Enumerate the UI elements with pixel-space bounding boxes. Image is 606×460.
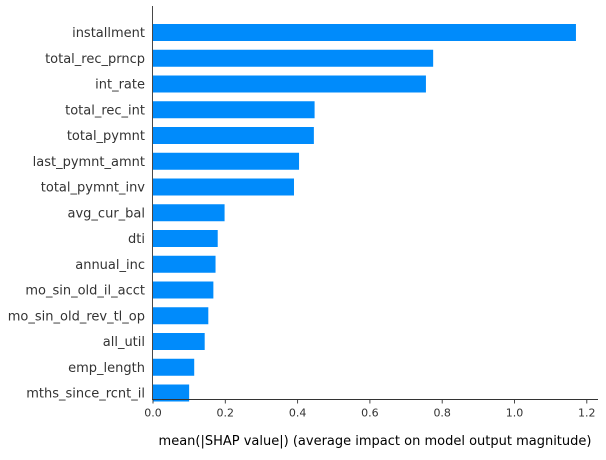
category-label: mths_since_rcnt_il	[26, 387, 145, 402]
category-label: emp_length	[68, 361, 145, 376]
x-ticks: 0.0 0.2 0.4 0.6 0.8 1.0 1.2	[144, 399, 596, 420]
bar-avg_cur_bal	[153, 204, 225, 222]
bar-dti	[153, 230, 218, 247]
bar-annual_inc	[153, 255, 216, 273]
category-labels: installment total_rec_prncp int_rate total_…	[8, 26, 146, 402]
bar-total_rec_int	[153, 101, 315, 119]
bar-emp_length	[153, 358, 195, 376]
bar-total_pymnt_inv	[153, 178, 294, 196]
axes-layer	[152, 6, 598, 400]
category-label: mo_sin_old_rev_tl_op	[8, 309, 145, 324]
x-tick-label: 0.2	[217, 407, 235, 420]
x-tick-label: 1.2	[578, 407, 596, 420]
category-label: total_pymnt_inv	[41, 181, 146, 196]
bar-total_rec_prncp	[153, 49, 434, 67]
x-tick-label: 0.8	[433, 407, 451, 420]
bars-layer	[153, 24, 576, 402]
category-label: avg_cur_bal	[68, 206, 145, 221]
x-tick-label: 1.0	[506, 407, 524, 420]
x-tick-label: 0.4	[289, 407, 307, 420]
category-label: int_rate	[95, 78, 145, 93]
bar-int_rate	[153, 75, 426, 93]
bar-total_pymnt	[153, 127, 314, 144]
category-label: installment	[72, 26, 145, 41]
category-label: total_rec_prncp	[45, 52, 145, 67]
bar-installment	[153, 24, 576, 41]
category-label: last_pymnt_amnt	[33, 155, 145, 170]
bar-last_pymnt_amnt	[153, 152, 300, 170]
bar-mo_sin_old_il_acct	[153, 281, 214, 299]
x-axis-label: mean(|SHAP value|) (average impact on mo…	[159, 434, 592, 449]
bar-mo_sin_old_rev_tl_op	[153, 307, 209, 325]
category-label: total_pymnt	[67, 129, 145, 144]
x-tick-label: 0.6	[361, 407, 379, 420]
category-label: mo_sin_old_il_acct	[25, 284, 145, 299]
category-label: annual_inc	[75, 258, 145, 273]
bar-mths_since_rcnt_il	[153, 384, 190, 402]
bar-all_util	[153, 333, 205, 350]
x-tick-label: 0.0	[144, 407, 162, 420]
category-label: all_util	[103, 335, 145, 350]
category-label: total_rec_int	[65, 103, 145, 118]
category-label: dti	[128, 232, 145, 247]
